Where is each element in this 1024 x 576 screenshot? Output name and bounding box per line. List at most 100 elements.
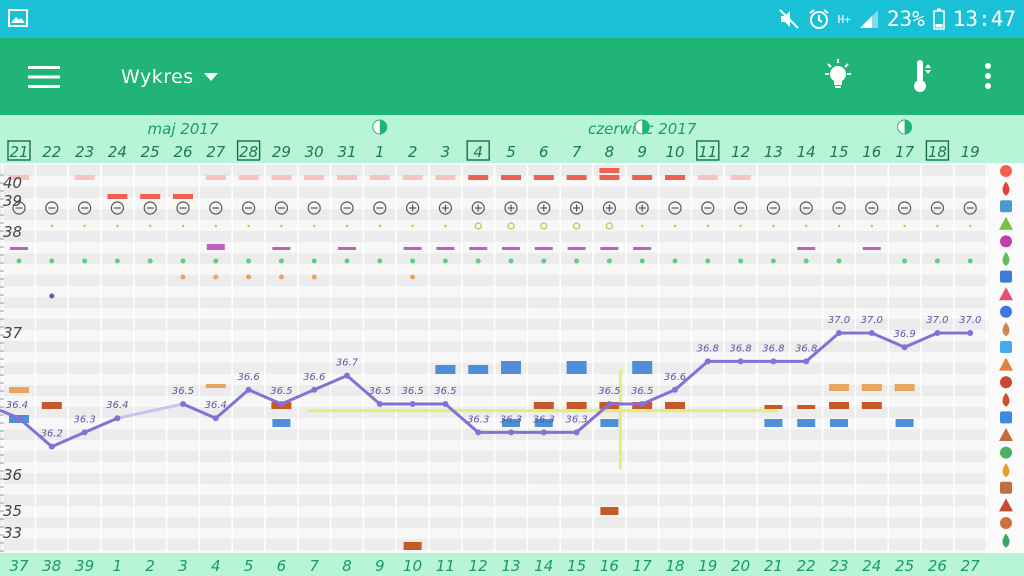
spiral-icon[interactable] (999, 216, 1013, 230)
mucus-dot[interactable] (345, 224, 349, 228)
symptom-dot[interactable] (16, 258, 22, 264)
cervix-mark[interactable] (340, 201, 354, 215)
cervix-mark[interactable] (799, 201, 813, 215)
symptom-dot[interactable] (934, 258, 940, 264)
temp-point[interactable] (376, 401, 383, 407)
brown-bar-mark[interactable] (829, 402, 849, 409)
menstruation-mark[interactable] (205, 175, 226, 180)
symptom-dot[interactable] (574, 258, 580, 264)
temp-point[interactable] (311, 386, 318, 393)
mucus-dot[interactable] (739, 224, 742, 228)
mucus-dot[interactable] (805, 224, 808, 228)
mucus-dot[interactable] (540, 222, 548, 230)
temp-point[interactable] (934, 330, 941, 336)
temp-point[interactable] (48, 443, 55, 450)
menstruation-mark[interactable] (501, 175, 521, 180)
face-icon[interactable] (1000, 411, 1012, 424)
mucus-dot[interactable] (870, 224, 873, 228)
menstruation-mark[interactable] (107, 194, 128, 199)
day-label[interactable]: 25 (141, 143, 160, 161)
brown-bar-mark[interactable] (600, 507, 619, 515)
day-label[interactable]: 26 (173, 143, 192, 161)
cervix-mark[interactable] (471, 201, 485, 215)
menstruation-mark[interactable] (730, 175, 751, 180)
orange-bar-mark[interactable] (894, 384, 915, 391)
temp-point[interactable] (16, 415, 22, 422)
brown-bar-mark[interactable] (533, 402, 554, 409)
symptom-dot[interactable] (508, 258, 514, 264)
mucus-dot[interactable] (444, 224, 447, 228)
day-label[interactable]: 16 (862, 143, 881, 161)
temp-point[interactable] (639, 401, 646, 407)
cervix-mark[interactable] (143, 201, 157, 215)
mucus-dot[interactable] (280, 224, 283, 228)
mucus-dot[interactable] (378, 224, 381, 228)
mucus-dot[interactable] (641, 224, 644, 228)
symptom-dot[interactable] (672, 258, 678, 264)
hamburger-menu-icon[interactable] (26, 63, 62, 91)
symptom-dot[interactable] (147, 258, 153, 264)
cervix-mark[interactable] (274, 201, 288, 215)
cervix-mark[interactable] (832, 201, 846, 215)
temp-point[interactable] (114, 415, 121, 422)
blue-bar-mark[interactable] (632, 361, 653, 365)
temp-point[interactable] (770, 358, 777, 365)
cervix-mark[interactable] (897, 201, 912, 215)
day-label[interactable]: 1 (375, 143, 385, 161)
menstruation-mark[interactable] (402, 175, 423, 180)
blue-bar-mark[interactable] (895, 419, 914, 427)
fist-icon[interactable] (999, 357, 1013, 371)
blue-bar-mark[interactable] (502, 419, 520, 427)
day-label[interactable]: 2 (408, 143, 418, 161)
symptom-dot[interactable] (344, 258, 350, 264)
day-label[interactable]: 14 (797, 143, 816, 161)
day-label[interactable]: 17 (895, 143, 915, 161)
day-label[interactable]: 22 (42, 143, 61, 161)
menstruation-mark[interactable] (337, 175, 357, 180)
temp-point[interactable] (278, 401, 285, 407)
orange-bar-mark[interactable] (205, 384, 226, 388)
day-label[interactable]: 7 (572, 143, 582, 161)
day-label[interactable]: 23 (75, 143, 94, 161)
intercourse-mark[interactable] (633, 247, 652, 250)
mucus-dot[interactable] (706, 224, 709, 228)
overflow-menu-icon[interactable] (968, 56, 1008, 96)
menstruation-mark[interactable] (173, 194, 193, 199)
mucus-dot[interactable] (572, 222, 581, 230)
recycle-icon[interactable] (1002, 533, 1010, 548)
blue-bar-mark[interactable] (632, 365, 653, 374)
symptom-dot[interactable] (442, 258, 448, 264)
cervix-mark[interactable] (569, 201, 584, 215)
day-label[interactable]: 29 (272, 143, 291, 161)
temp-point[interactable] (803, 358, 810, 365)
pawn-icon[interactable] (999, 498, 1013, 512)
symptom-dot[interactable] (49, 293, 55, 299)
blue-bar-mark[interactable] (600, 419, 619, 427)
cervix-mark[interactable] (701, 201, 715, 215)
blue-bar-mark[interactable] (272, 419, 291, 427)
orange-bar-mark[interactable] (861, 384, 882, 391)
mucus-dot[interactable] (411, 224, 414, 228)
mucus-dot[interactable] (313, 224, 316, 228)
cervix-mark[interactable] (373, 201, 387, 215)
temp-point[interactable] (704, 358, 711, 365)
symptom-dot[interactable] (246, 258, 252, 264)
symptom-dot[interactable] (902, 258, 908, 264)
intercourse-mark[interactable] (567, 247, 586, 250)
lightbulb-icon[interactable] (818, 56, 858, 96)
menstruation-mark[interactable] (369, 175, 390, 180)
intercourse-mark[interactable] (797, 247, 816, 250)
symptom-dot[interactable] (738, 258, 744, 264)
menstruation-mark[interactable] (632, 175, 653, 180)
mucus-dot[interactable] (50, 224, 53, 228)
drops-icon[interactable] (1002, 392, 1010, 407)
dots-icon[interactable] (1000, 481, 1012, 494)
document-icon[interactable] (1000, 305, 1012, 318)
day-label[interactable]: 13 (764, 143, 783, 161)
menstruation-mark[interactable] (566, 175, 587, 180)
day-label[interactable]: 6 (539, 143, 549, 161)
menstruation-mark[interactable] (697, 175, 718, 180)
cervix-mark[interactable] (635, 201, 649, 215)
temp-point[interactable] (245, 386, 252, 393)
